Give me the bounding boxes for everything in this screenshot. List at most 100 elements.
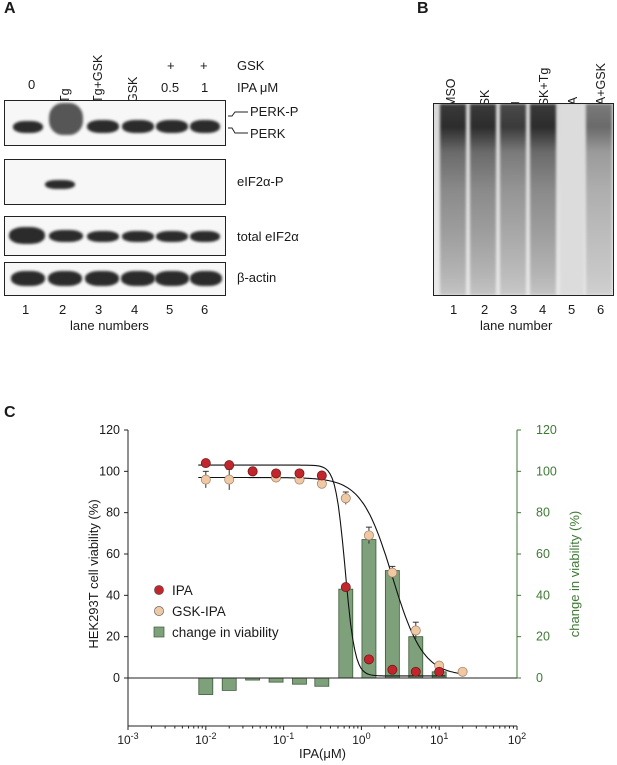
right-y-tick-label: 100 xyxy=(536,464,557,478)
gsk-ipa-point xyxy=(200,474,211,485)
beta-actin-band-3 xyxy=(85,271,119,286)
right-y-tick-label: 80 xyxy=(536,506,550,520)
x-axis-title: IPA(μM) xyxy=(299,746,346,761)
ipa-point xyxy=(294,468,305,479)
gel-lane-5 xyxy=(560,104,584,295)
gsk-ipa-point xyxy=(340,493,351,504)
left-y-tick-label: 80 xyxy=(106,506,120,520)
beta-actin-band-6 xyxy=(190,271,222,286)
perk-band-1 xyxy=(13,121,43,133)
beta-actin-blot xyxy=(4,262,226,296)
panel-b-lane-1: 1 xyxy=(450,302,458,317)
radiolabel-gel xyxy=(433,103,614,296)
right-y-tick-label: 60 xyxy=(536,547,550,561)
left-y-tick-label: 100 xyxy=(99,464,120,478)
ipa-fit-curve xyxy=(198,464,446,677)
gel-lane-2 xyxy=(470,104,496,295)
panel-a-lane-5: 5 xyxy=(166,302,174,317)
beta-actin-band-2 xyxy=(48,271,82,286)
panel-a-ipa-dose-1: 1 xyxy=(201,80,209,95)
panel-a-ipa-dose-05: 0.5 xyxy=(161,80,180,95)
perk-band-2 xyxy=(49,103,83,135)
legend-marker xyxy=(154,585,164,595)
perk-band-5 xyxy=(156,120,188,133)
total-eif2a-band-5 xyxy=(156,231,188,242)
change-bar xyxy=(198,677,214,695)
panel-a-lane-3: 3 xyxy=(95,302,103,317)
gel-lane-1 xyxy=(440,104,466,295)
change-bar xyxy=(268,677,284,683)
ipa-point xyxy=(224,460,235,471)
gel-lane-6 xyxy=(586,104,612,295)
ipa-point xyxy=(410,666,421,677)
panel-b-lane-4: 4 xyxy=(539,302,547,317)
x-tick-label: 101 xyxy=(430,731,448,747)
left-y-axis-title: HEK293T cell viability (%) xyxy=(86,499,101,648)
right-y-tick-label: 0 xyxy=(536,671,543,685)
right-y-tick-label: 20 xyxy=(536,630,550,644)
legend-label: GSK-IPA xyxy=(172,604,226,619)
gsk-ipa-point xyxy=(363,530,374,541)
eif2a-p-label: eIF2α-P xyxy=(237,174,284,189)
left-y-tick-label: 40 xyxy=(106,588,120,602)
panel-b-lane-5: 5 xyxy=(568,302,576,317)
legend-label: IPA xyxy=(172,583,193,598)
total-eif2a-band-6 xyxy=(190,231,220,242)
gsk-ipa-point xyxy=(387,567,398,578)
panel-a-lane-2: 2 xyxy=(59,302,67,317)
panel-a-letter: A xyxy=(4,0,16,17)
eif2a-p-blot xyxy=(4,159,226,205)
total-eif2a-label: total eIF2α xyxy=(237,229,299,244)
ipa-point xyxy=(363,654,374,665)
gsk-ipa-point xyxy=(410,625,421,636)
perk-p-label: PERK-P xyxy=(250,104,299,119)
legend-marker xyxy=(153,626,165,638)
perk-band-4 xyxy=(122,120,154,133)
gsk-ipa-point xyxy=(224,474,235,485)
perk-label: PERK xyxy=(250,126,286,141)
perk-blot xyxy=(4,100,226,146)
ipa-point xyxy=(271,468,282,479)
x-tick-label: 102 xyxy=(508,731,526,747)
perk-bracket xyxy=(228,111,248,134)
left-y-tick-label: 0 xyxy=(113,671,120,685)
x-tick-label: 10-3 xyxy=(117,731,138,747)
gsk-ipa-point xyxy=(457,666,468,677)
beta-actin-label: β-actin xyxy=(237,270,277,285)
panel-a-lane-caption: lane numbers xyxy=(70,318,149,333)
beta-actin-band-4 xyxy=(121,271,155,286)
change-bar xyxy=(314,677,330,687)
ipa-point xyxy=(200,458,211,469)
gsk-ipa-point xyxy=(316,478,327,489)
beta-actin-band-5 xyxy=(155,271,189,286)
total-eif2a-blot xyxy=(4,216,226,256)
panel-b-lane-caption: lane number xyxy=(480,318,553,333)
panel-a-lane-6: 6 xyxy=(201,302,209,317)
ipa-point xyxy=(434,666,445,677)
panel-a-header-0: 0 xyxy=(28,77,36,92)
panel-a-lane-1: 1 xyxy=(22,302,30,317)
ipa-point xyxy=(247,466,258,477)
x-tick-label: 100 xyxy=(352,731,370,747)
beta-actin-band-1 xyxy=(11,271,45,286)
perk-band-3 xyxy=(87,120,119,133)
x-tick-label: 10-1 xyxy=(273,731,294,747)
gel-lane-3 xyxy=(500,104,526,295)
panel-b-lane-2: 2 xyxy=(481,302,489,317)
total-eif2a-band-4 xyxy=(122,231,154,242)
right-y-tick-label: 40 xyxy=(536,588,550,602)
panel-a-gsk-label: GSK xyxy=(237,58,265,73)
total-eif2a-band-1 xyxy=(9,227,45,244)
gsk-ipa-fit-curve xyxy=(198,476,466,675)
left-y-tick-label: 60 xyxy=(106,547,120,561)
left-y-tick-label: 20 xyxy=(106,630,120,644)
legend-label: change in viability xyxy=(172,625,279,640)
perk-band-6 xyxy=(190,120,220,133)
change-bar xyxy=(384,570,400,679)
panel-b-lane-6: 6 xyxy=(597,302,605,317)
panel-b-lane-3: 3 xyxy=(510,302,518,317)
change-bar xyxy=(221,677,237,691)
right-y-tick-label: 120 xyxy=(536,423,557,437)
panel-a-header-plus-6: + xyxy=(200,58,208,73)
